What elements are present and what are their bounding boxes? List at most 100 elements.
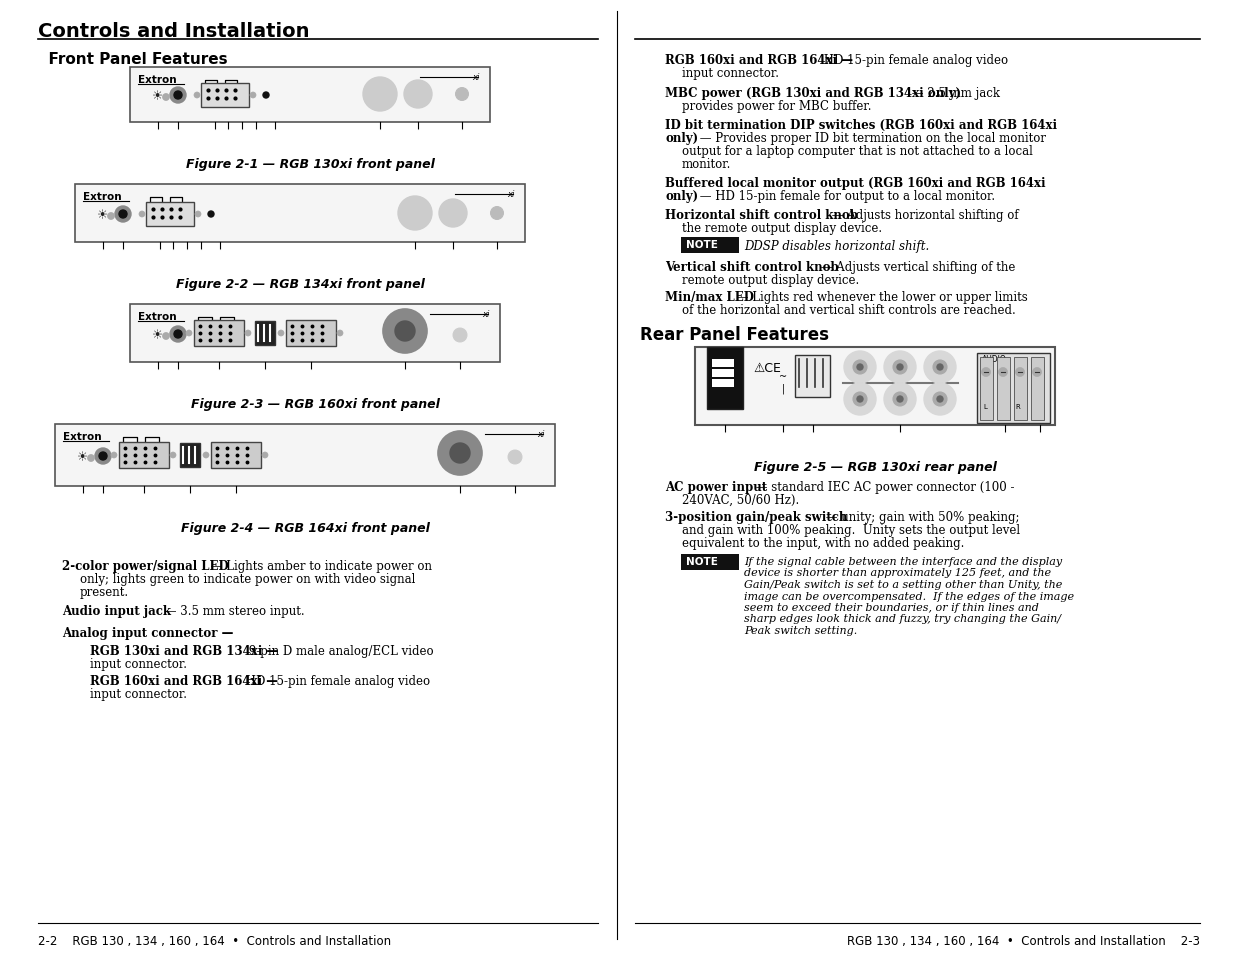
Circle shape bbox=[643, 479, 657, 494]
FancyBboxPatch shape bbox=[194, 320, 245, 347]
Text: Peak switch setting.: Peak switch setting. bbox=[743, 625, 857, 636]
Circle shape bbox=[383, 310, 427, 354]
Circle shape bbox=[249, 92, 256, 99]
FancyBboxPatch shape bbox=[680, 555, 739, 571]
Text: — 3.5 mm stereo input.: — 3.5 mm stereo input. bbox=[161, 604, 305, 618]
Text: input connector.: input connector. bbox=[682, 67, 779, 80]
Text: ☀: ☀ bbox=[78, 451, 89, 464]
Text: xi: xi bbox=[473, 73, 480, 82]
Circle shape bbox=[149, 371, 167, 389]
Circle shape bbox=[135, 495, 153, 513]
Circle shape bbox=[884, 352, 916, 384]
Circle shape bbox=[151, 251, 169, 269]
Circle shape bbox=[94, 251, 112, 269]
Circle shape bbox=[178, 251, 196, 269]
Circle shape bbox=[924, 384, 956, 416]
Text: only): only) bbox=[664, 190, 698, 203]
Circle shape bbox=[924, 352, 956, 384]
Circle shape bbox=[488, 251, 506, 269]
Circle shape bbox=[937, 396, 944, 402]
Text: only): only) bbox=[664, 132, 698, 145]
Circle shape bbox=[247, 131, 266, 149]
Text: NOTE: NOTE bbox=[685, 240, 718, 250]
FancyBboxPatch shape bbox=[977, 354, 1050, 423]
Circle shape bbox=[995, 434, 1014, 452]
FancyBboxPatch shape bbox=[713, 359, 734, 368]
Circle shape bbox=[804, 434, 823, 452]
Text: DDSP disables horizontal shift.: DDSP disables horizontal shift. bbox=[743, 240, 929, 253]
Text: provides power for MBC buffer.: provides power for MBC buffer. bbox=[682, 100, 872, 112]
Circle shape bbox=[211, 251, 228, 269]
Circle shape bbox=[163, 334, 169, 340]
Text: Front Panel Features: Front Panel Features bbox=[38, 52, 227, 67]
Text: ~
|: ~ | bbox=[779, 372, 787, 394]
Circle shape bbox=[182, 495, 199, 513]
Circle shape bbox=[1032, 368, 1041, 377]
FancyBboxPatch shape bbox=[713, 379, 734, 388]
Text: AC power input: AC power input bbox=[664, 480, 767, 494]
Circle shape bbox=[245, 331, 251, 336]
Circle shape bbox=[884, 384, 916, 416]
Circle shape bbox=[114, 251, 132, 269]
Text: ☀: ☀ bbox=[152, 91, 163, 103]
Circle shape bbox=[206, 131, 224, 149]
Circle shape bbox=[506, 495, 524, 513]
Circle shape bbox=[266, 131, 284, 149]
Circle shape bbox=[169, 371, 186, 389]
Circle shape bbox=[890, 434, 909, 452]
Text: ID bit termination DIP switches (RGB 160xi and RGB 164xi: ID bit termination DIP switches (RGB 160… bbox=[664, 119, 1057, 132]
FancyBboxPatch shape bbox=[201, 84, 249, 108]
FancyBboxPatch shape bbox=[695, 348, 1055, 426]
Text: Audio input jack: Audio input jack bbox=[62, 604, 170, 618]
Text: — unity; gain with 50% peaking;: — unity; gain with 50% peaking; bbox=[823, 511, 1020, 523]
Text: If the signal cable between the interface and the display: If the signal cable between the interfac… bbox=[743, 557, 1062, 566]
FancyBboxPatch shape bbox=[795, 355, 830, 397]
Text: RGB 160xi and RGB 164xi —: RGB 160xi and RGB 164xi — bbox=[90, 675, 278, 687]
Circle shape bbox=[111, 453, 117, 458]
Circle shape bbox=[163, 94, 169, 101]
Text: — HD 15-pin female for output to a local monitor.: — HD 15-pin female for output to a local… bbox=[697, 190, 995, 203]
Circle shape bbox=[41, 558, 56, 573]
Text: Figure 2-1 — RGB 130xi front panel: Figure 2-1 — RGB 130xi front panel bbox=[185, 158, 435, 171]
Circle shape bbox=[643, 208, 657, 222]
Text: Extron: Extron bbox=[138, 75, 177, 85]
Text: RGB 130xi and RGB 134xi —: RGB 130xi and RGB 134xi — bbox=[90, 644, 278, 658]
Text: present.: present. bbox=[80, 585, 130, 598]
Text: Extron: Extron bbox=[138, 312, 177, 322]
Circle shape bbox=[643, 510, 657, 523]
FancyBboxPatch shape bbox=[287, 320, 336, 347]
Text: Figure 2-2 — RGB 134xi front panel: Figure 2-2 — RGB 134xi front panel bbox=[175, 277, 425, 291]
Circle shape bbox=[1015, 368, 1025, 377]
Circle shape bbox=[897, 396, 903, 402]
Circle shape bbox=[438, 432, 482, 476]
Text: ☀: ☀ bbox=[152, 329, 163, 342]
FancyBboxPatch shape bbox=[56, 424, 555, 486]
Circle shape bbox=[937, 365, 944, 371]
Circle shape bbox=[404, 81, 432, 109]
FancyBboxPatch shape bbox=[997, 357, 1010, 420]
Text: input connector.: input connector. bbox=[90, 658, 186, 670]
Text: equivalent to the input, with no added peaking.: equivalent to the input, with no added p… bbox=[682, 537, 965, 550]
Text: RGB 130 , 134 , 160 , 164  •  Controls and Installation    2-3: RGB 130 , 134 , 160 , 164 • Controls and… bbox=[847, 934, 1200, 947]
Circle shape bbox=[337, 331, 343, 336]
Text: — Lights amber to indicate power on: — Lights amber to indicate power on bbox=[207, 559, 432, 573]
Text: Figure 2-5 — RGB 130xi rear panel: Figure 2-5 — RGB 130xi rear panel bbox=[753, 460, 997, 474]
Circle shape bbox=[170, 327, 186, 343]
Circle shape bbox=[149, 131, 167, 149]
Circle shape bbox=[203, 453, 209, 458]
Circle shape bbox=[406, 251, 424, 269]
Circle shape bbox=[262, 453, 268, 458]
Circle shape bbox=[119, 211, 127, 219]
Text: RGB 160xi and RGB 164xi —: RGB 160xi and RGB 164xi — bbox=[664, 54, 853, 67]
Text: L: L bbox=[983, 403, 987, 410]
Circle shape bbox=[508, 451, 522, 464]
FancyBboxPatch shape bbox=[130, 305, 500, 363]
Circle shape bbox=[164, 251, 182, 269]
FancyBboxPatch shape bbox=[713, 370, 734, 377]
FancyBboxPatch shape bbox=[146, 203, 194, 227]
Circle shape bbox=[74, 495, 91, 513]
Circle shape bbox=[94, 495, 112, 513]
Circle shape bbox=[227, 495, 245, 513]
Text: 2-2    RGB 130 , 134 , 160 , 164  •  Controls and Installation: 2-2 RGB 130 , 134 , 160 , 164 • Controls… bbox=[38, 934, 391, 947]
Circle shape bbox=[490, 208, 504, 220]
